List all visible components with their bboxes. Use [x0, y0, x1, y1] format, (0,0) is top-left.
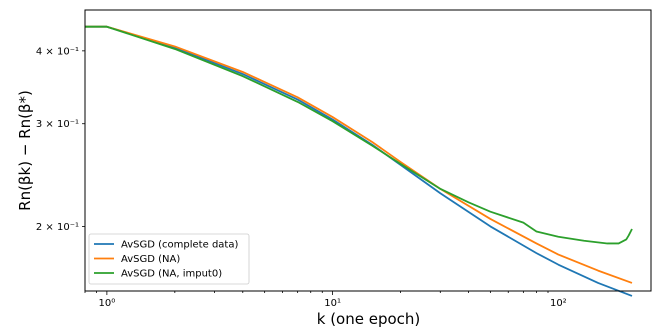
legend-box	[88, 233, 250, 285]
series-layer	[85, 25, 633, 297]
legend-label: AvSGD (complete data)	[121, 240, 238, 251]
x-tick-label: 10¹	[324, 298, 341, 309]
y-axis-label: Rn(βk) − Rn(β*)	[16, 90, 34, 211]
x-tick-label: 10⁰	[99, 298, 116, 309]
x-axis-label: k (one epoch)	[317, 310, 421, 328]
x-tick-label: 10²	[550, 298, 567, 309]
x-axis-ticks: 10⁰ 10¹ 10²	[84, 291, 567, 309]
legend: AvSGD (complete data) AvSGD (NA) AvSGD (NA…	[88, 233, 250, 285]
series-line-2	[85, 25, 633, 245]
y-tick-label: 2 × 10⁻¹	[36, 222, 79, 233]
legend-label: AvSGD (NA)	[121, 254, 180, 265]
y-tick-label: 3 × 10⁻¹	[36, 119, 79, 130]
y-tick-label: 4 × 10⁻¹	[36, 46, 79, 57]
legend-label: AvSGD (NA, imput0)	[121, 269, 222, 280]
series-line-1	[85, 25, 633, 284]
plot-frame	[84, 9, 652, 292]
y-axis-ticks: 2 × 10⁻¹ 3 × 10⁻¹ 4 × 10⁻¹	[36, 46, 85, 233]
